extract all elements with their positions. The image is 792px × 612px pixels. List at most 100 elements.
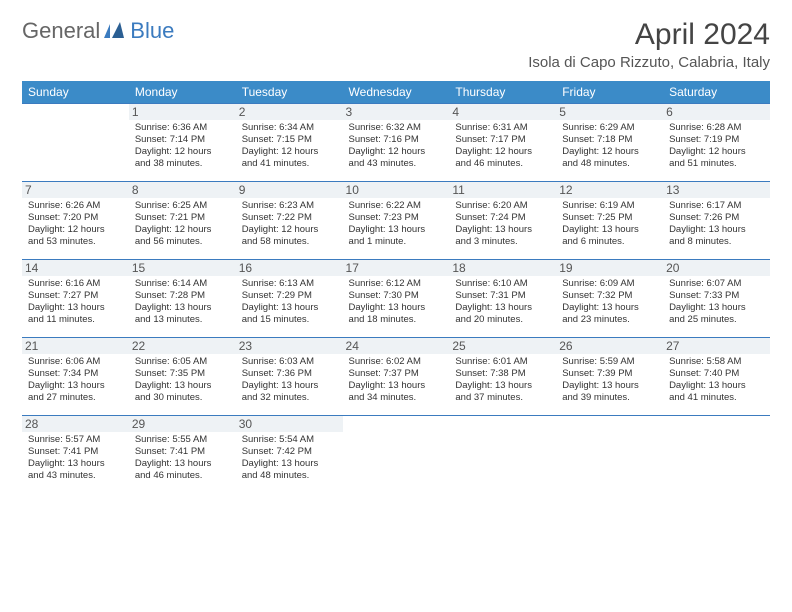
sunrise-text: Sunrise: 6:20 AM — [455, 200, 550, 212]
calendar-week-row: 7Sunrise: 6:26 AMSunset: 7:20 PMDaylight… — [22, 182, 770, 260]
sunrise-text: Sunrise: 6:07 AM — [669, 278, 764, 290]
day-details: Sunrise: 6:28 AMSunset: 7:19 PMDaylight:… — [669, 122, 764, 170]
day-details: Sunrise: 6:20 AMSunset: 7:24 PMDaylight:… — [455, 200, 550, 248]
daylight-text-1: Daylight: 12 hours — [562, 146, 657, 158]
daylight-text-1: Daylight: 13 hours — [349, 380, 444, 392]
calendar-day-cell: 7Sunrise: 6:26 AMSunset: 7:20 PMDaylight… — [22, 182, 129, 260]
day-details: Sunrise: 6:16 AMSunset: 7:27 PMDaylight:… — [28, 278, 123, 326]
calendar-day-cell: 8Sunrise: 6:25 AMSunset: 7:21 PMDaylight… — [129, 182, 236, 260]
calendar-day-cell: 25Sunrise: 6:01 AMSunset: 7:38 PMDayligh… — [449, 338, 556, 416]
calendar-day-cell: 26 Sunrise: 5:59 AMSunset: 7:39 PMDayligh… — [556, 338, 663, 416]
day-details: Sunrise: 6:25 AMSunset: 7:21 PMDaylight:… — [135, 200, 230, 248]
sunset-text: Sunset: 7:24 PM — [455, 212, 550, 224]
daylight-text-2: and 43 minutes. — [349, 158, 444, 170]
day-number: 28 — [22, 416, 129, 432]
day-details: Sunrise: 5:59 AMSunset: 7:39 PMDaylight:… — [562, 356, 657, 404]
calendar-day-cell: 19Sunrise: 6:09 AMSunset: 7:32 PMDayligh… — [556, 260, 663, 338]
calendar-day-cell: 15Sunrise: 6:14 AMSunset: 7:28 PMDayligh… — [129, 260, 236, 338]
calendar-day-cell: 6Sunrise: 6:28 AMSunset: 7:19 PMDaylight… — [663, 104, 770, 182]
sunrise-text: Sunrise: 6:16 AM — [28, 278, 123, 290]
sunrise-text: Sunrise: 6:34 AM — [242, 122, 337, 134]
day-details: Sunrise: 6:12 AMSunset: 7:30 PMDaylight:… — [349, 278, 444, 326]
sunset-text: Sunset: 7:21 PM — [135, 212, 230, 224]
daylight-text-1: Daylight: 12 hours — [242, 224, 337, 236]
daylight-text-1: Daylight: 13 hours — [455, 302, 550, 314]
day-number: 20 — [663, 260, 770, 276]
daylight-text-2: and 56 minutes. — [135, 236, 230, 248]
sunrise-text: Sunrise: 6:13 AM — [242, 278, 337, 290]
day-details: Sunrise: 6:31 AMSunset: 7:17 PMDaylight:… — [455, 122, 550, 170]
day-number: 17 — [343, 260, 450, 276]
sunset-text: Sunset: 7:33 PM — [669, 290, 764, 302]
day-details: Sunrise: 5:58 AMSunset: 7:40 PMDaylight:… — [669, 356, 764, 404]
daylight-text-1: Daylight: 13 hours — [669, 224, 764, 236]
sunset-text: Sunset: 7:31 PM — [455, 290, 550, 302]
day-details: Sunrise: 6:23 AMSunset: 7:22 PMDaylight:… — [242, 200, 337, 248]
calendar-day-cell: 11Sunrise: 6:20 AMSunset: 7:24 PMDayligh… — [449, 182, 556, 260]
calendar-day-cell: 5Sunrise: 6:29 AMSunset: 7:18 PMDaylight… — [556, 104, 663, 182]
sunrise-text: Sunrise: 6:14 AM — [135, 278, 230, 290]
daylight-text-1: Daylight: 12 hours — [135, 224, 230, 236]
calendar-body: 1Sunrise: 6:36 AMSunset: 7:14 PMDaylight… — [22, 104, 770, 494]
day-number: 3 — [343, 104, 450, 120]
sunset-text: Sunset: 7:26 PM — [669, 212, 764, 224]
calendar-day-cell: 14Sunrise: 6:16 AMSunset: 7:27 PMDayligh… — [22, 260, 129, 338]
daylight-text-2: and 8 minutes. — [669, 236, 764, 248]
daylight-text-1: Daylight: 13 hours — [242, 302, 337, 314]
daylight-text-1: Daylight: 12 hours — [135, 146, 230, 158]
day-details: Sunrise: 6:03 AMSunset: 7:36 PMDaylight:… — [242, 356, 337, 404]
calendar-table: Sunday Monday Tuesday Wednesday Thursday… — [22, 81, 770, 494]
daylight-text-1: Daylight: 12 hours — [242, 146, 337, 158]
sunset-text: Sunset: 7:35 PM — [135, 368, 230, 380]
day-details: Sunrise: 5:55 AMSunset: 7:41 PMDaylight:… — [135, 434, 230, 482]
daylight-text-2: and 30 minutes. — [135, 392, 230, 404]
calendar-day-cell: 20Sunrise: 6:07 AMSunset: 7:33 PMDayligh… — [663, 260, 770, 338]
brand-logo: General Blue — [22, 18, 174, 44]
brand-part2: Blue — [130, 18, 174, 44]
calendar-day-cell: 16Sunrise: 6:13 AMSunset: 7:29 PMDayligh… — [236, 260, 343, 338]
day-number: 9 — [236, 182, 343, 198]
calendar-day-cell: 24Sunrise: 6:02 AMSunset: 7:37 PMDayligh… — [343, 338, 450, 416]
day-details: Sunrise: 6:13 AMSunset: 7:29 PMDaylight:… — [242, 278, 337, 326]
daylight-text-1: Daylight: 13 hours — [135, 380, 230, 392]
sunrise-text: Sunrise: 6:09 AM — [562, 278, 657, 290]
sunrise-text: Sunrise: 6:12 AM — [349, 278, 444, 290]
day-number: 26 — [556, 338, 663, 354]
daylight-text-2: and 32 minutes. — [242, 392, 337, 404]
daylight-text-2: and 51 minutes. — [669, 158, 764, 170]
day-number: 4 — [449, 104, 556, 120]
sunrise-text: Sunrise: 5:55 AM — [135, 434, 230, 446]
sunset-text: Sunset: 7:29 PM — [242, 290, 337, 302]
sunset-text: Sunset: 7:38 PM — [455, 368, 550, 380]
sunset-text: Sunset: 7:28 PM — [135, 290, 230, 302]
daylight-text-1: Daylight: 12 hours — [349, 146, 444, 158]
day-number: 12 — [556, 182, 663, 198]
title-block: April 2024 Isola di Capo Rizzuto, Calabr… — [528, 18, 770, 71]
daylight-text-2: and 13 minutes. — [135, 314, 230, 326]
sunrise-text: Sunrise: 6:06 AM — [28, 356, 123, 368]
daylight-text-2: and 20 minutes. — [455, 314, 550, 326]
day-details: Sunrise: 6:14 AMSunset: 7:28 PMDaylight:… — [135, 278, 230, 326]
daylight-text-2: and 34 minutes. — [349, 392, 444, 404]
day-details: Sunrise: 6:10 AMSunset: 7:31 PMDaylight:… — [455, 278, 550, 326]
daylight-text-2: and 18 minutes. — [349, 314, 444, 326]
day-number: 2 — [236, 104, 343, 120]
calendar-day-cell: 22Sunrise: 6:05 AMSunset: 7:35 PMDayligh… — [129, 338, 236, 416]
calendar-week-row: 21Sunrise: 6:06 AMSunset: 7:34 PMDayligh… — [22, 338, 770, 416]
sunset-text: Sunset: 7:34 PM — [28, 368, 123, 380]
daylight-text-2: and 11 minutes. — [28, 314, 123, 326]
sunset-text: Sunset: 7:23 PM — [349, 212, 444, 224]
weekday-header: Monday — [129, 81, 236, 104]
daylight-text-2: and 53 minutes. — [28, 236, 123, 248]
daylight-text-1: Daylight: 13 hours — [455, 380, 550, 392]
day-number: 22 — [129, 338, 236, 354]
day-number: 24 — [343, 338, 450, 354]
calendar-day-cell: 1Sunrise: 6:36 AMSunset: 7:14 PMDaylight… — [129, 104, 236, 182]
weekday-header: Thursday — [449, 81, 556, 104]
daylight-text-2: and 41 minutes. — [669, 392, 764, 404]
day-details: Sunrise: 6:06 AMSunset: 7:34 PMDaylight:… — [28, 356, 123, 404]
location-text: Isola di Capo Rizzuto, Calabria, Italy — [528, 54, 770, 71]
day-number: 21 — [22, 338, 129, 354]
sunrise-text: Sunrise: 5:57 AM — [28, 434, 123, 446]
calendar-day-cell: 12Sunrise: 6:19 AMSunset: 7:25 PMDayligh… — [556, 182, 663, 260]
